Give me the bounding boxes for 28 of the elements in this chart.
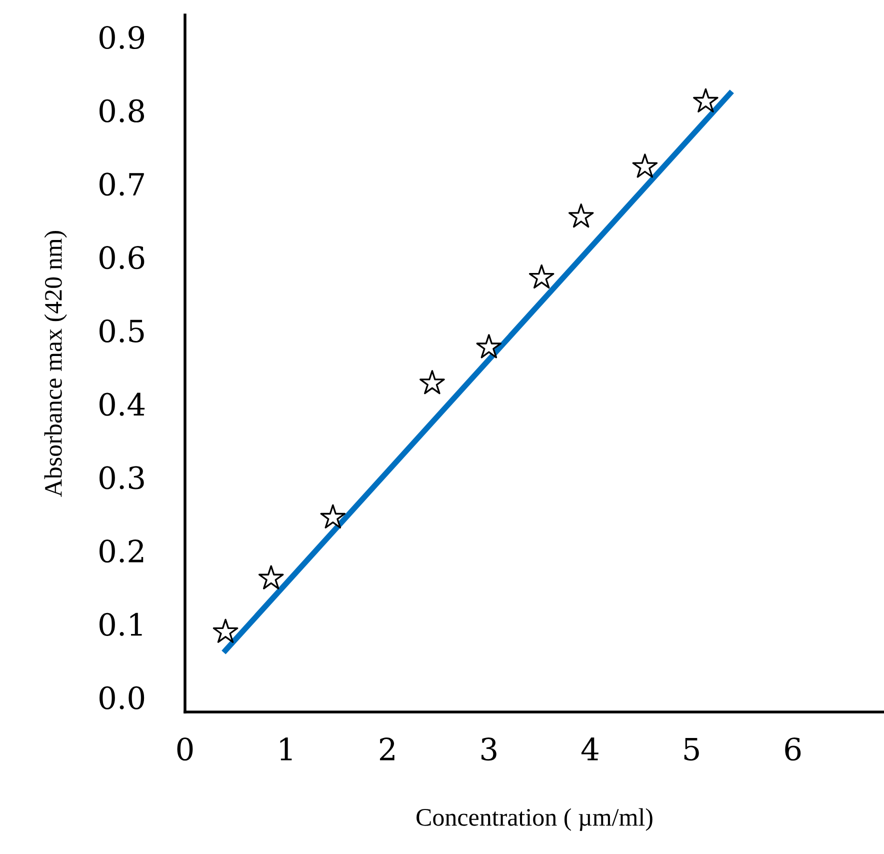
point [693,88,718,112]
x-tick-label: 1 [280,738,292,760]
x-tick-label: 0 [177,738,193,761]
y-tick-label: 0.2 [100,540,144,563]
y-tick-label: 0.8 [100,99,144,122]
point [258,565,284,590]
point [320,504,346,528]
point [212,618,238,643]
y-tick-label: 0.4 [100,392,145,416]
x-tick-label: 5 [684,738,699,761]
point [632,154,658,178]
x-tick-label: 3 [482,738,496,761]
y-axis-title: Absorbance max (420 nm) [44,230,67,497]
x-tick-label: 2 [380,738,394,760]
y-tick-label: 0.3 [100,466,144,490]
point [476,334,502,358]
y-tick-label: 0.5 [100,319,144,343]
y-tick-label: 0.9 [100,26,144,50]
y-tick-label: 0.0 [100,686,144,710]
y-tick-label: 0.6 [100,246,144,270]
point [420,370,445,394]
point [568,204,594,228]
x-tick-label: 4 [581,738,598,760]
x-axis-title: Concentration ( µm/ml) [416,808,652,831]
y-tick-label: 0.1 [100,612,142,636]
y-tick-label: 0.7 [100,172,144,196]
point [528,264,554,289]
x-tick-label: 6 [785,738,801,761]
